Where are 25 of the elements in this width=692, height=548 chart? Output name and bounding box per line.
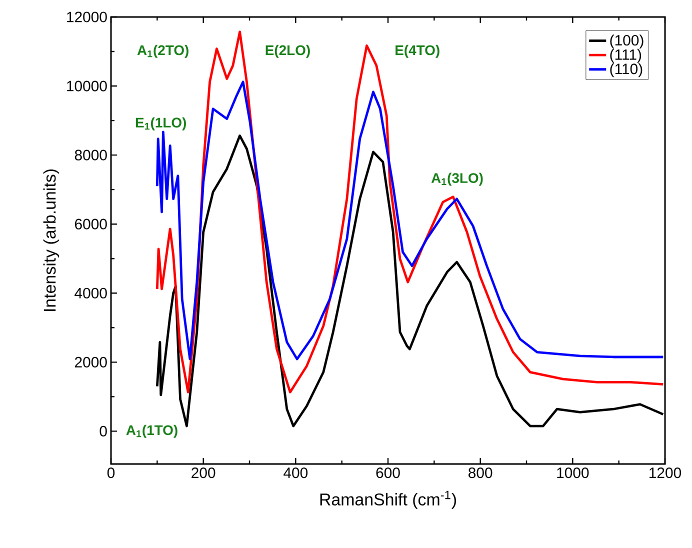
annotation: A$_{1}$(1TO) xyxy=(126,424,178,438)
x-tick-label: 1200 xyxy=(650,468,682,478)
legend-label: (110) xyxy=(610,63,642,78)
x-tick-label: 1000 xyxy=(557,468,589,478)
y-tick-label: 8000 xyxy=(74,150,107,160)
x-axis-title: RamanShift (cm$^{-1}$) xyxy=(320,490,456,509)
x-tick-label: 400 xyxy=(284,468,308,478)
annotation: E(4TO) xyxy=(396,44,440,58)
annotation: A$_{1}$(2TO) xyxy=(137,44,188,58)
y-tick-label: 6000 xyxy=(75,218,107,230)
y-tick-label: 12000 xyxy=(67,12,107,22)
y-tick-label: 4000 xyxy=(74,288,107,298)
y-tick-label: 10000 xyxy=(67,80,107,92)
x-tick-label: 600 xyxy=(376,468,400,478)
y-axis-title: Intensity (arb.units) xyxy=(43,170,60,311)
legend-label: (100) xyxy=(610,34,644,49)
annotation: E(2LO) xyxy=(266,44,310,58)
y-tick-label: 2000 xyxy=(74,356,107,368)
legend-label: (111) xyxy=(610,48,642,63)
annotation: E$_{1}$(1LO) xyxy=(136,117,186,130)
x-tick-label: 800 xyxy=(468,468,492,478)
x-tick-label: 200 xyxy=(192,468,216,478)
annotation: A$_{1}$(3LO) xyxy=(431,172,483,186)
x-tick-label: 0 xyxy=(107,468,115,478)
y-tick-label: 0 xyxy=(100,426,107,436)
